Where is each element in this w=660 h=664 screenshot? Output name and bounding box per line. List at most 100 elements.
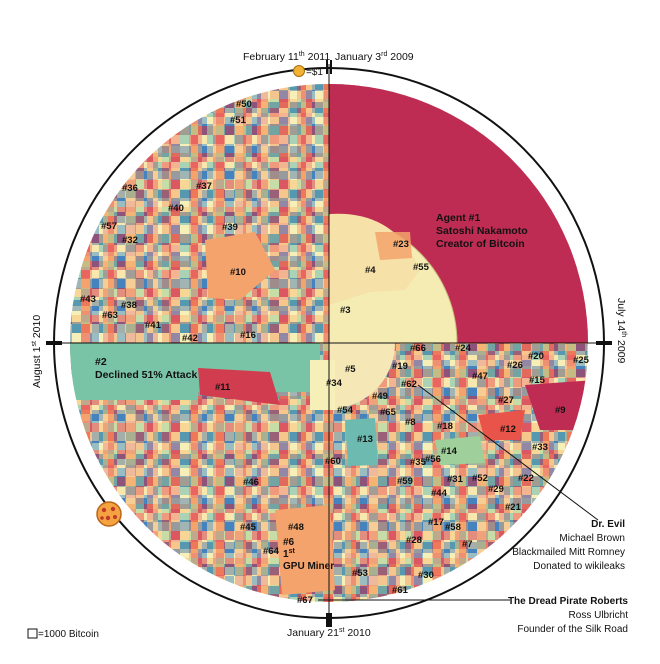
label-7: #7 [462, 539, 473, 550]
agent-2-label: #2 Declined 51% Attack [95, 356, 197, 381]
label-37: #37 [196, 181, 212, 192]
label-13: #13 [357, 434, 373, 445]
agent-6-region [275, 505, 335, 595]
label-57: #57 [101, 221, 117, 232]
agent-14-region [435, 436, 485, 465]
label-40: #40 [168, 203, 184, 214]
label-52: #52 [472, 473, 488, 484]
svg-text:Creator of Bitcoin: Creator of Bitcoin [436, 238, 525, 250]
agent-5-region [329, 343, 395, 409]
label-62: #62 [401, 379, 417, 390]
label-8: #8 [405, 417, 416, 428]
label-3: #3 [340, 305, 351, 316]
label-36: #36 [122, 183, 138, 194]
label-32: #32 [122, 235, 138, 246]
agent-13-region [345, 418, 378, 466]
label-46: #46 [243, 477, 259, 488]
label-66: #66 [410, 343, 426, 354]
label-61: #61 [392, 585, 409, 596]
agent-12-region [478, 410, 525, 440]
label-45: #45 [240, 522, 257, 533]
label-14: #14 [441, 446, 458, 457]
label-67: #67 [297, 595, 313, 606]
coin-value: =$1 [306, 67, 323, 78]
date-left: August 1st 2010 [31, 315, 43, 388]
label-27: #27 [498, 395, 514, 406]
date-top-right: January 3rd 2009 [335, 51, 414, 63]
label-19: #19 [392, 361, 408, 372]
date-right: July 14th 2009 [615, 298, 627, 364]
label-58: #58 [445, 522, 461, 533]
scale-square-icon [27, 628, 38, 639]
svg-text:1st: 1st [283, 548, 295, 560]
label-16: #16 [240, 330, 256, 341]
label-42: #42 [182, 333, 198, 344]
dr-evil-leader [417, 384, 599, 521]
label-10: #10 [230, 267, 246, 278]
numbered-labels: #3 #4 #5 #7 #8 #9 #10 #11 #12 #13 #14 #1… [80, 99, 590, 606]
label-39: #39 [222, 222, 238, 233]
label-23: #23 [393, 239, 409, 250]
ownership-disc [70, 84, 588, 602]
label-26: #26 [507, 360, 523, 371]
label-47: #47 [472, 371, 488, 382]
label-21: #21 [505, 502, 522, 513]
label-31: #31 [447, 474, 464, 485]
label-22: #22 [518, 473, 534, 484]
label-11: #11 [215, 382, 231, 393]
label-18: #18 [437, 421, 453, 432]
label-12: #12 [500, 424, 516, 435]
svg-text:Dr. Evil: Dr. Evil [591, 519, 625, 530]
pizza-icon [96, 501, 122, 527]
label-4: #4 [365, 265, 376, 276]
agent-6-label: #6 1st GPU Miner [283, 537, 334, 572]
svg-text:Agent #1: Agent #1 [436, 212, 481, 224]
label-59: #59 [397, 476, 413, 487]
agent-23-region [375, 232, 412, 260]
label-53: #53 [352, 568, 368, 579]
scale-legend: =1000 Bitcoin [38, 629, 99, 640]
label-56: #56 [425, 454, 441, 465]
label-54: #54 [337, 405, 354, 416]
svg-text:Blackmailed Mitt Romney: Blackmailed Mitt Romney [512, 547, 625, 558]
svg-text:Michael Brown: Michael Brown [559, 533, 625, 544]
dr-evil-annotation: Dr. Evil Michael Brown Blackmailed Mitt … [512, 519, 625, 572]
svg-text:Founder of the Silk Road: Founder of the Silk Road [517, 624, 628, 635]
svg-text:#2: #2 [95, 356, 107, 368]
label-63: #63 [102, 310, 118, 321]
label-48: #48 [288, 522, 304, 533]
label-5: #5 [345, 364, 356, 375]
label-35: #35 [410, 457, 427, 468]
svg-text:Satoshi Nakamoto: Satoshi Nakamoto [436, 225, 528, 237]
label-28: #28 [406, 535, 422, 546]
date-top-left: February 11th 2011 [243, 51, 330, 63]
label-49: #49 [372, 391, 388, 402]
label-20: #20 [528, 351, 544, 362]
label-60: #60 [325, 456, 341, 467]
svg-text:Declined 51% Attack: Declined 51% Attack [95, 369, 197, 381]
agent-1-label: Agent #1 Satoshi Nakamoto Creator of Bit… [436, 212, 528, 250]
label-65: #65 [380, 407, 397, 418]
svg-text:The Dread Pirate Roberts: The Dread Pirate Roberts [508, 596, 628, 607]
label-33: #33 [532, 442, 548, 453]
date-bottom: January 21st 2010 [287, 627, 371, 639]
label-50: #50 [236, 99, 252, 110]
svg-text:Donated to wikileaks: Donated to wikileaks [533, 561, 625, 572]
label-41: #41 [145, 320, 162, 331]
agent-11-region [198, 368, 280, 405]
label-29: #29 [488, 484, 504, 495]
svg-text:Ross Ulbricht: Ross Ulbricht [569, 610, 629, 621]
label-9: #9 [555, 405, 566, 416]
coin-icon [293, 65, 305, 77]
label-25: #25 [573, 355, 590, 366]
agent-10-region [205, 232, 275, 300]
dread-pirate-annotation: The Dread Pirate Roberts Ross Ulbricht F… [508, 596, 628, 635]
label-17: #17 [428, 517, 444, 528]
svg-text:GPU Miner: GPU Miner [283, 561, 334, 572]
label-15: #15 [529, 375, 546, 386]
label-30: #30 [418, 570, 434, 581]
label-43: #43 [80, 294, 96, 305]
label-55: #55 [413, 262, 430, 273]
label-64: #64 [263, 546, 280, 557]
